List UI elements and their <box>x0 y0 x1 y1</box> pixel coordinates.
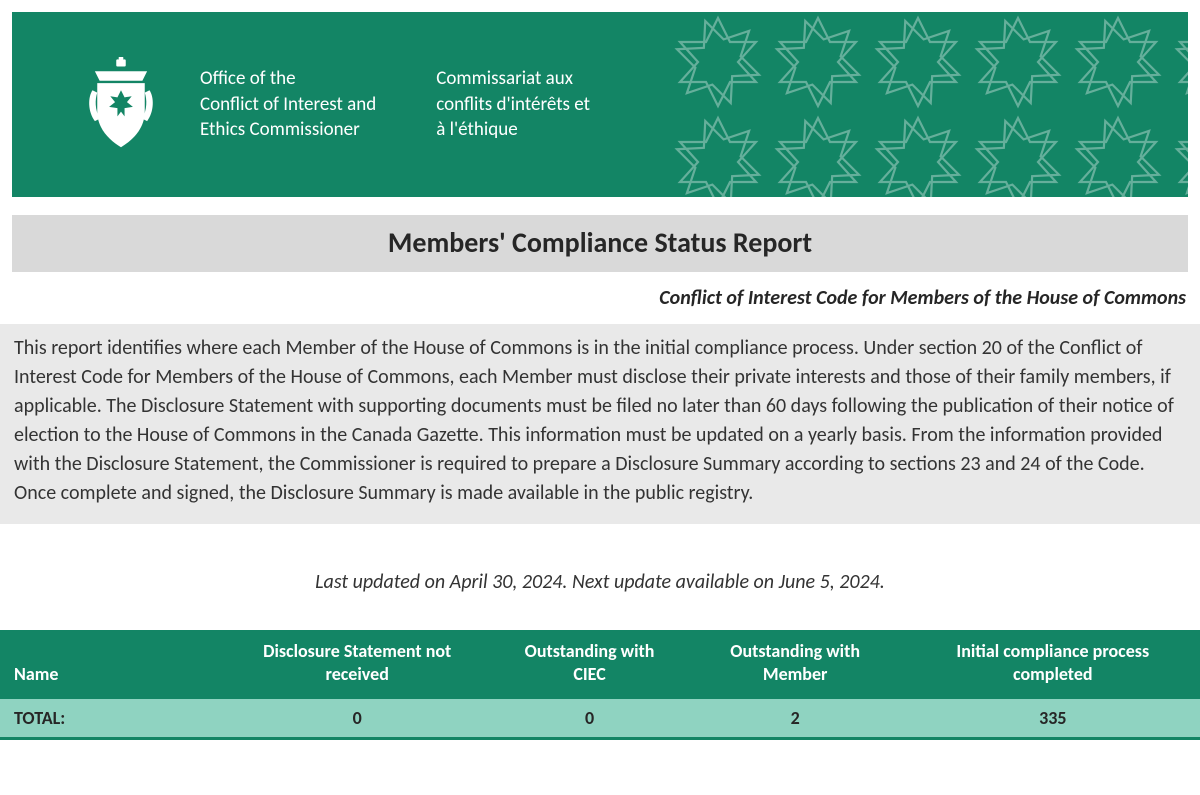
total-label: TOTAL: <box>0 699 220 737</box>
description-text: This report identifies where each Member… <box>14 336 1174 505</box>
subtitle: Conflict of Interest Code for Members of… <box>14 286 1186 310</box>
table-bottom-rule <box>0 737 1200 740</box>
total-not-received: 0 <box>220 699 494 737</box>
total-completed: 335 <box>906 699 1200 737</box>
table-header-row: Name Disclosure Statement not received O… <box>0 630 1200 699</box>
page-title: Members' Compliance Status Report <box>12 225 1188 260</box>
org-fr-line2: conflits d'intérêts et <box>436 92 590 118</box>
org-en-line3: Ethics Commissioner <box>200 117 376 143</box>
coat-of-arms-icon <box>82 57 160 152</box>
col-outstanding-member: Outstanding with Member <box>685 630 906 699</box>
col-not-received: Disclosure Statement not received <box>220 630 494 699</box>
org-name-en: Office of the Conflict of Interest and E… <box>200 66 376 143</box>
banner-pattern <box>668 12 1188 197</box>
total-outstanding-member: 2 <box>685 699 906 737</box>
col-name: Name <box>0 630 220 699</box>
org-name-fr: Commissariat aux conflits d'intérêts et … <box>436 66 590 143</box>
org-wordmark: Office of the Conflict of Interest and E… <box>200 66 590 143</box>
compliance-table: Name Disclosure Statement not received O… <box>0 630 1200 737</box>
header-banner: Office of the Conflict of Interest and E… <box>12 12 1188 197</box>
total-outstanding-ciec: 0 <box>494 699 684 737</box>
org-fr-line3: à l'éthique <box>436 117 590 143</box>
update-note: Last updated on April 30, 2024. Next upd… <box>0 570 1200 594</box>
table-total-row: TOTAL: 0 0 2 335 <box>0 699 1200 737</box>
col-completed: Initial compliance process completed <box>906 630 1200 699</box>
org-fr-line1: Commissariat aux <box>436 66 590 92</box>
org-en-line1: Office of the <box>200 66 376 92</box>
description-box: This report identifies where each Member… <box>0 324 1200 524</box>
col-outstanding-ciec: Outstanding with CIEC <box>494 630 684 699</box>
title-bar: Members' Compliance Status Report <box>12 215 1188 272</box>
org-en-line2: Conflict of Interest and <box>200 92 376 118</box>
